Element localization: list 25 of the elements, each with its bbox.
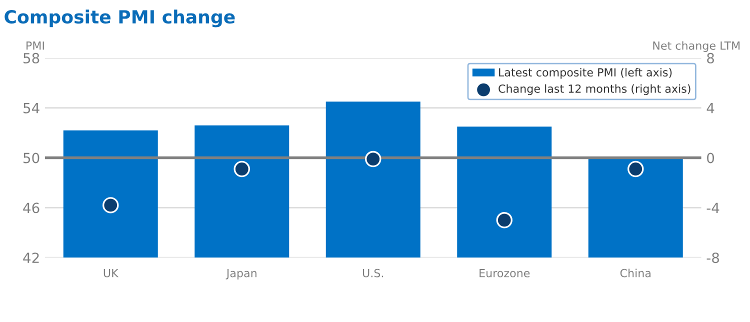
- x-tick-label: Japan: [226, 269, 256, 280]
- chart-title: Composite PMI change: [4, 10, 235, 28]
- y2-tick-label: 8: [707, 52, 714, 64]
- y-tick-label: 46: [23, 202, 40, 214]
- y2-axis-title: Net change LTM: [653, 41, 740, 52]
- point: [365, 150, 382, 168]
- y-tick-label: 50: [24, 152, 40, 164]
- x-tick-label: Eurozone: [480, 269, 530, 278]
- legend-label: Change last 12 months (right axis): [498, 84, 690, 96]
- x-tick-label: China: [620, 268, 650, 278]
- y-axis-title: PMI: [26, 42, 44, 50]
- y-tick-label: 58: [24, 52, 40, 64]
- legend-label: Latest composite PMI (left axis): [499, 68, 672, 79]
- point: [496, 212, 512, 228]
- x-tick-label: UK: [104, 269, 119, 278]
- y2-tick-label: 0: [707, 152, 714, 164]
- x-tick-label: U.S.: [362, 268, 384, 278]
- y2-tick-label: 4: [706, 103, 714, 114]
- y-tick-label: 42: [23, 252, 39, 263]
- y2-tick-label: -8: [706, 252, 720, 264]
- point: [628, 160, 644, 178]
- y-tick-label: 54: [24, 103, 40, 114]
- y2-tick-label: -4: [706, 202, 720, 213]
- point: [102, 197, 119, 214]
- point: [234, 160, 250, 178]
